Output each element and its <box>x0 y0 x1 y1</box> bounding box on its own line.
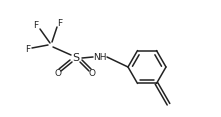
Text: F: F <box>33 22 38 31</box>
Text: F: F <box>57 20 63 29</box>
Text: F: F <box>25 46 30 55</box>
Text: O: O <box>55 69 61 79</box>
Text: S: S <box>72 53 80 63</box>
Text: NH: NH <box>93 53 107 62</box>
Text: O: O <box>88 69 95 79</box>
